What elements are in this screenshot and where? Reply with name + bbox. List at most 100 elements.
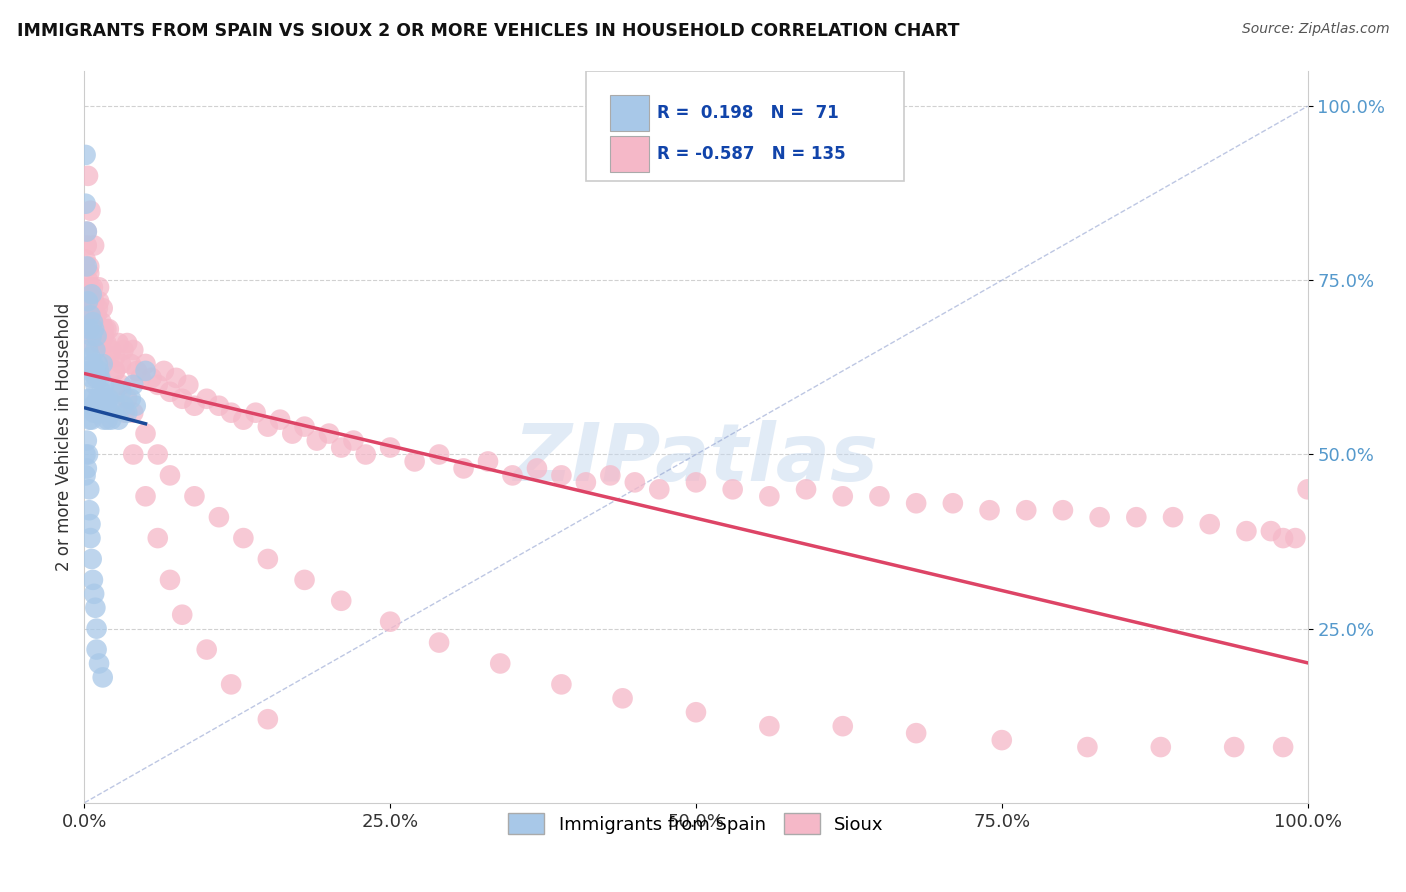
Point [77, 287, 100, 301]
Point [172, 607, 194, 622]
Point [77, 294, 100, 309]
Point [82, 357, 104, 371]
Point [87, 280, 110, 294]
Point [104, 364, 127, 378]
Point [94, 392, 117, 406]
Point [685, 475, 707, 490]
Point [93, 322, 115, 336]
Point [758, 489, 780, 503]
Point [83, 364, 105, 378]
Point [1052, 503, 1074, 517]
Point [77, 266, 100, 280]
Point [1272, 531, 1295, 545]
Point [104, 384, 127, 399]
Point [489, 657, 512, 671]
Point [75, 252, 97, 267]
Point [427, 635, 450, 649]
Point [502, 468, 524, 483]
Point [294, 419, 316, 434]
Point [1076, 740, 1098, 755]
Point [122, 448, 145, 462]
Point [104, 350, 127, 364]
Point [159, 468, 181, 483]
Point [135, 357, 157, 371]
Point [86, 371, 108, 385]
Point [120, 392, 142, 406]
Point [77, 308, 100, 322]
Point [79, 203, 101, 218]
Point [86, 622, 108, 636]
Point [1161, 510, 1184, 524]
Point [87, 364, 110, 378]
Point [991, 733, 1014, 747]
Point [125, 364, 148, 378]
Point [404, 454, 426, 468]
Point [195, 392, 218, 406]
Point [758, 719, 780, 733]
Point [112, 399, 135, 413]
Point [80, 336, 103, 351]
Point [91, 357, 114, 371]
Point [153, 364, 176, 378]
Legend: Immigrants from Spain, Sioux: Immigrants from Spain, Sioux [501, 806, 891, 841]
Point [219, 406, 242, 420]
Point [76, 461, 98, 475]
Point [146, 531, 169, 545]
Point [84, 329, 107, 343]
Point [75, 148, 97, 162]
Point [84, 343, 107, 357]
Point [281, 426, 304, 441]
Point [125, 399, 148, 413]
Point [208, 510, 231, 524]
Point [721, 483, 744, 497]
Point [96, 336, 118, 351]
Point [104, 364, 127, 378]
Point [135, 489, 157, 503]
Point [82, 399, 104, 413]
Point [232, 412, 254, 426]
Point [100, 343, 122, 357]
Point [77, 392, 100, 406]
Point [97, 350, 120, 364]
Point [87, 294, 110, 309]
Point [86, 642, 108, 657]
Point [979, 503, 1001, 517]
Point [685, 705, 707, 719]
Point [80, 287, 103, 301]
Point [75, 468, 97, 483]
Point [380, 441, 402, 455]
Point [79, 322, 101, 336]
Point [122, 377, 145, 392]
Point [90, 315, 112, 329]
Point [82, 315, 104, 329]
Point [83, 238, 105, 252]
Point [1236, 524, 1258, 538]
Point [79, 350, 101, 364]
Point [77, 260, 100, 274]
Point [96, 399, 118, 413]
Point [79, 392, 101, 406]
Point [575, 475, 598, 490]
Point [159, 384, 181, 399]
Point [129, 371, 152, 385]
Point [1015, 503, 1038, 517]
Point [107, 336, 129, 351]
Point [84, 377, 107, 392]
Point [75, 196, 97, 211]
Point [453, 461, 475, 475]
Point [84, 315, 107, 329]
Point [141, 371, 163, 385]
Point [87, 657, 110, 671]
Point [89, 336, 111, 351]
Point [76, 434, 98, 448]
Point [79, 308, 101, 322]
Point [77, 169, 100, 183]
Point [98, 406, 121, 420]
Point [84, 600, 107, 615]
Point [77, 412, 100, 426]
Point [1088, 510, 1111, 524]
Point [96, 322, 118, 336]
Point [1150, 740, 1173, 755]
Point [831, 489, 853, 503]
Point [135, 364, 157, 378]
